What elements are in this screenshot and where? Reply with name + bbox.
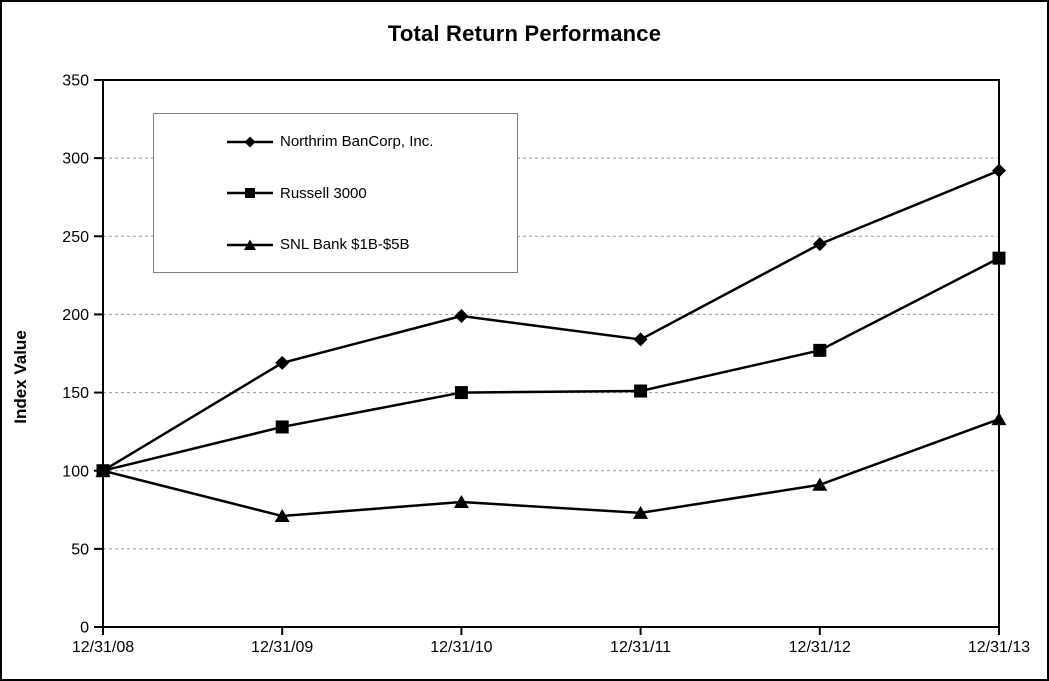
legend-entry-russell-3000: Russell 3000 — [227, 184, 507, 202]
y-tick-label: 100 — [62, 463, 89, 480]
x-tick-label: 12/31/09 — [251, 639, 313, 656]
triangle-marker-icon — [812, 477, 828, 491]
legend-label: Northrim BanCorp, Inc. — [280, 133, 434, 150]
y-tick-label: 250 — [62, 229, 89, 246]
series-line — [102, 169, 1000, 472]
y-tick-label: 350 — [62, 73, 89, 90]
chart-title: Total Return Performance — [387, 21, 662, 46]
legend-entry-snl-bank: SNL Bank $1B-$5B — [227, 236, 507, 253]
x-tick-label: 12/31/13 — [968, 639, 1030, 656]
square-marker-icon — [227, 188, 273, 198]
square-marker-icon — [813, 343, 827, 357]
square-marker-icon — [96, 464, 110, 478]
diamond-marker-icon — [812, 237, 827, 252]
y-tick-label: 300 — [62, 151, 89, 168]
y-tick-label: 150 — [62, 385, 89, 402]
y-tick-label: 200 — [62, 307, 89, 324]
plot-border — [102, 79, 1000, 628]
y-tick-label: 50 — [71, 541, 89, 558]
triangle-marker-icon — [453, 494, 469, 508]
legend-label: Russell 3000 — [280, 184, 367, 202]
triangle-marker-icon — [991, 412, 1007, 426]
x-tick-label: 12/31/12 — [789, 639, 851, 656]
diamond-marker-icon — [227, 136, 273, 147]
legend: Northrim BanCorp, Inc. Russell 3000 SNL … — [153, 113, 518, 273]
square-marker-icon — [992, 251, 1006, 265]
triangle-marker-icon — [274, 509, 290, 523]
series-russell-3000 — [96, 251, 1006, 478]
diamond-marker-icon — [992, 163, 1006, 178]
diamond-marker-icon — [275, 355, 290, 370]
series-line — [102, 257, 1000, 472]
square-marker-icon — [454, 386, 468, 400]
legend-label: SNL Bank $1B-$5B — [280, 236, 410, 253]
series-line — [102, 417, 1000, 518]
series-snl-bank-1b-5b — [95, 412, 1007, 523]
square-marker-icon — [634, 384, 648, 398]
square-marker-icon — [275, 420, 289, 434]
x-tick-label: 12/31/10 — [430, 639, 492, 656]
x-tick-label: 12/31/08 — [72, 639, 134, 656]
triangle-marker-icon — [227, 239, 273, 250]
triangle-marker-icon — [633, 505, 649, 519]
diamond-marker-icon — [633, 332, 648, 347]
x-tick-label: 12/31/11 — [610, 639, 671, 656]
y-tick-label: 0 — [80, 620, 89, 637]
diamond-marker-icon — [454, 308, 469, 323]
legend-entry-northrim-bancorp: Northrim BanCorp, Inc. — [227, 133, 507, 150]
